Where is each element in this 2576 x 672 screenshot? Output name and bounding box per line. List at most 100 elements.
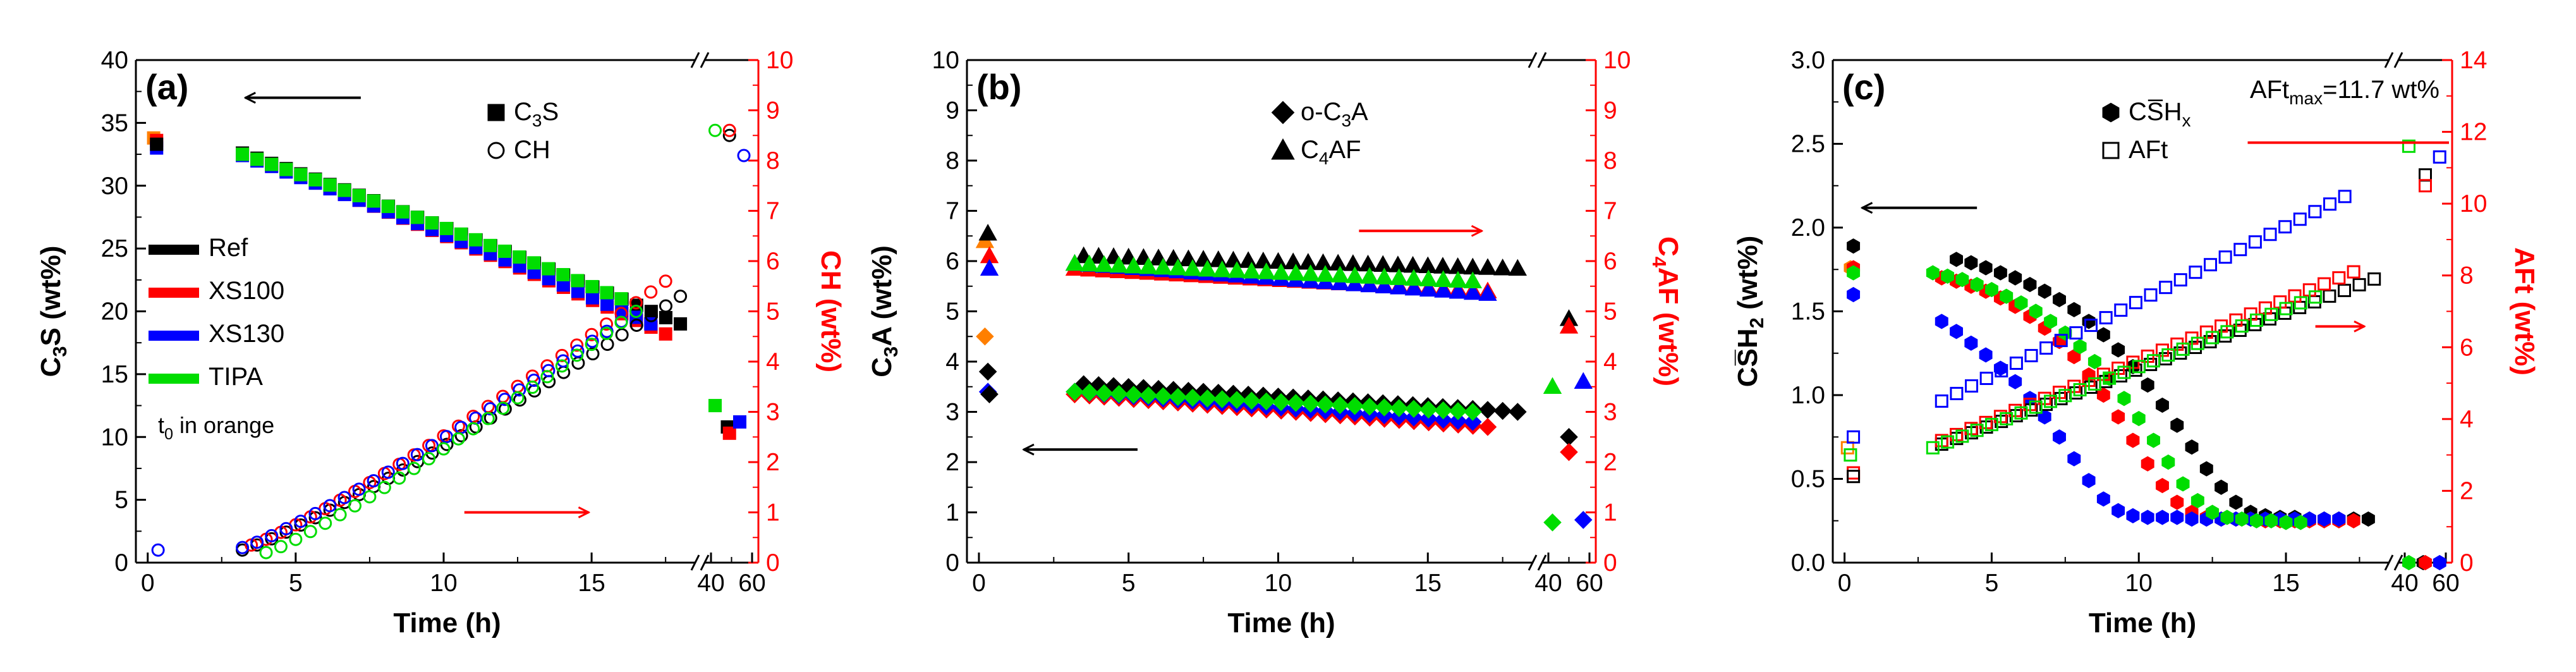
data-point	[629, 318, 643, 332]
y2-tick-label: 3	[766, 399, 780, 426]
data-point	[2220, 510, 2234, 525]
data-point	[151, 543, 165, 557]
data-point	[1330, 266, 1350, 283]
y-tick-label: 5	[114, 487, 128, 514]
data-point	[1935, 314, 1948, 329]
data-point	[1464, 413, 1482, 431]
data-point	[600, 317, 614, 331]
series-XS130-AFt	[1935, 190, 2352, 408]
data-point	[2147, 432, 2160, 448]
data-point	[1955, 272, 1969, 288]
data-point	[1935, 394, 1948, 408]
data-point	[2099, 311, 2113, 325]
data-point	[1840, 441, 1854, 455]
y-tick-label: 1.5	[1791, 298, 1825, 326]
x-tick-label: 15	[578, 570, 605, 597]
data-point	[294, 515, 308, 528]
data-point	[1847, 286, 1861, 303]
series-XS130-CH	[236, 305, 643, 554]
data-point	[425, 439, 439, 453]
axis-break-mark	[2393, 554, 2403, 571]
data-point	[1239, 251, 1258, 268]
data-point	[2203, 334, 2217, 348]
data-point	[1844, 448, 1857, 462]
y2-tick-label: 10	[1603, 47, 1631, 74]
data-point	[2189, 266, 2202, 279]
data-point	[498, 244, 512, 258]
data-point	[1449, 271, 1467, 288]
data-point	[1508, 259, 1528, 276]
data-point	[600, 297, 614, 311]
data-point	[1964, 335, 1978, 351]
data-point	[1404, 400, 1423, 418]
x-tick-label: 10	[2125, 570, 2153, 597]
data-point	[2054, 334, 2068, 348]
x-tick-label: 15	[1414, 570, 1442, 597]
axis-break-mark	[700, 52, 710, 68]
data-point	[352, 482, 366, 496]
data-point	[2096, 491, 2110, 507]
data-point	[1213, 390, 1232, 408]
data-point	[1331, 396, 1349, 415]
data-point	[1344, 254, 1363, 271]
data-point	[1313, 253, 1333, 271]
x-tick-label: 60	[738, 570, 765, 597]
data-point	[2082, 473, 2096, 489]
data-point	[1449, 412, 1467, 430]
data-point	[1124, 386, 1143, 404]
data-point	[571, 356, 585, 370]
data-point	[2249, 313, 2263, 327]
data-point	[279, 162, 293, 176]
y2-tick-label: 2	[1603, 449, 1617, 476]
data-point	[367, 194, 380, 208]
series-TIPA-CH	[259, 305, 643, 559]
data-point	[585, 338, 598, 351]
data-point	[1227, 391, 1246, 409]
data-point	[2248, 235, 2262, 249]
axes: 0 1 2 3 4 5 6 7 8 9 10 0 1 2 3 4 5 6 7 8 9 10 0 5 10 15 40 60	[932, 47, 1631, 597]
y-tick-label: 15	[101, 361, 128, 388]
x-axis-label: Time (h)	[1227, 608, 1335, 638]
data-point	[644, 309, 658, 322]
data-point	[2173, 273, 2187, 287]
data-point	[2352, 278, 2366, 291]
x-tick-label: 0	[972, 570, 986, 597]
data-point	[1375, 276, 1394, 293]
data-point	[644, 285, 658, 299]
data-point	[352, 189, 366, 203]
data-point	[308, 511, 322, 525]
data-point	[1955, 429, 1969, 443]
data-point	[2014, 406, 2028, 420]
legend-swatch	[149, 288, 199, 298]
data-point	[1124, 256, 1143, 274]
data-point	[722, 426, 736, 440]
y2-tick-label: 5	[1603, 298, 1617, 326]
data-point	[1979, 347, 1993, 363]
data-point	[1346, 274, 1364, 291]
data-point	[2096, 387, 2110, 403]
legend-label: C3S	[514, 98, 559, 130]
data-point	[2361, 511, 2375, 527]
data-point	[2204, 258, 2218, 272]
y-tick-label: 35	[101, 109, 128, 137]
data-point	[367, 474, 380, 488]
data-point	[466, 410, 480, 424]
y2-tick-label: 0	[766, 549, 780, 577]
data-point	[1979, 260, 1993, 276]
y-axis-label: CS̅H2 (wt%)	[1732, 236, 1768, 388]
data-point	[289, 532, 303, 546]
data-point	[674, 317, 688, 331]
data-point	[381, 465, 395, 479]
data-point	[2161, 454, 2175, 470]
data-point	[2419, 179, 2432, 193]
data-point	[2087, 377, 2101, 391]
data-point	[265, 528, 279, 542]
data-point	[1299, 253, 1318, 270]
data-point	[2332, 511, 2346, 527]
y-tick-label: 25	[101, 235, 128, 262]
data-point	[2087, 353, 2101, 370]
data-point	[1404, 278, 1423, 296]
panel-a: 0 5 10 15 20 25 30 35 40 0 1 2 3 4 5 6 7 8 9 10 0 5 10 15 40 60 Ti…	[35, 47, 846, 638]
data-point	[1301, 264, 1320, 281]
data-point	[2367, 272, 2381, 286]
